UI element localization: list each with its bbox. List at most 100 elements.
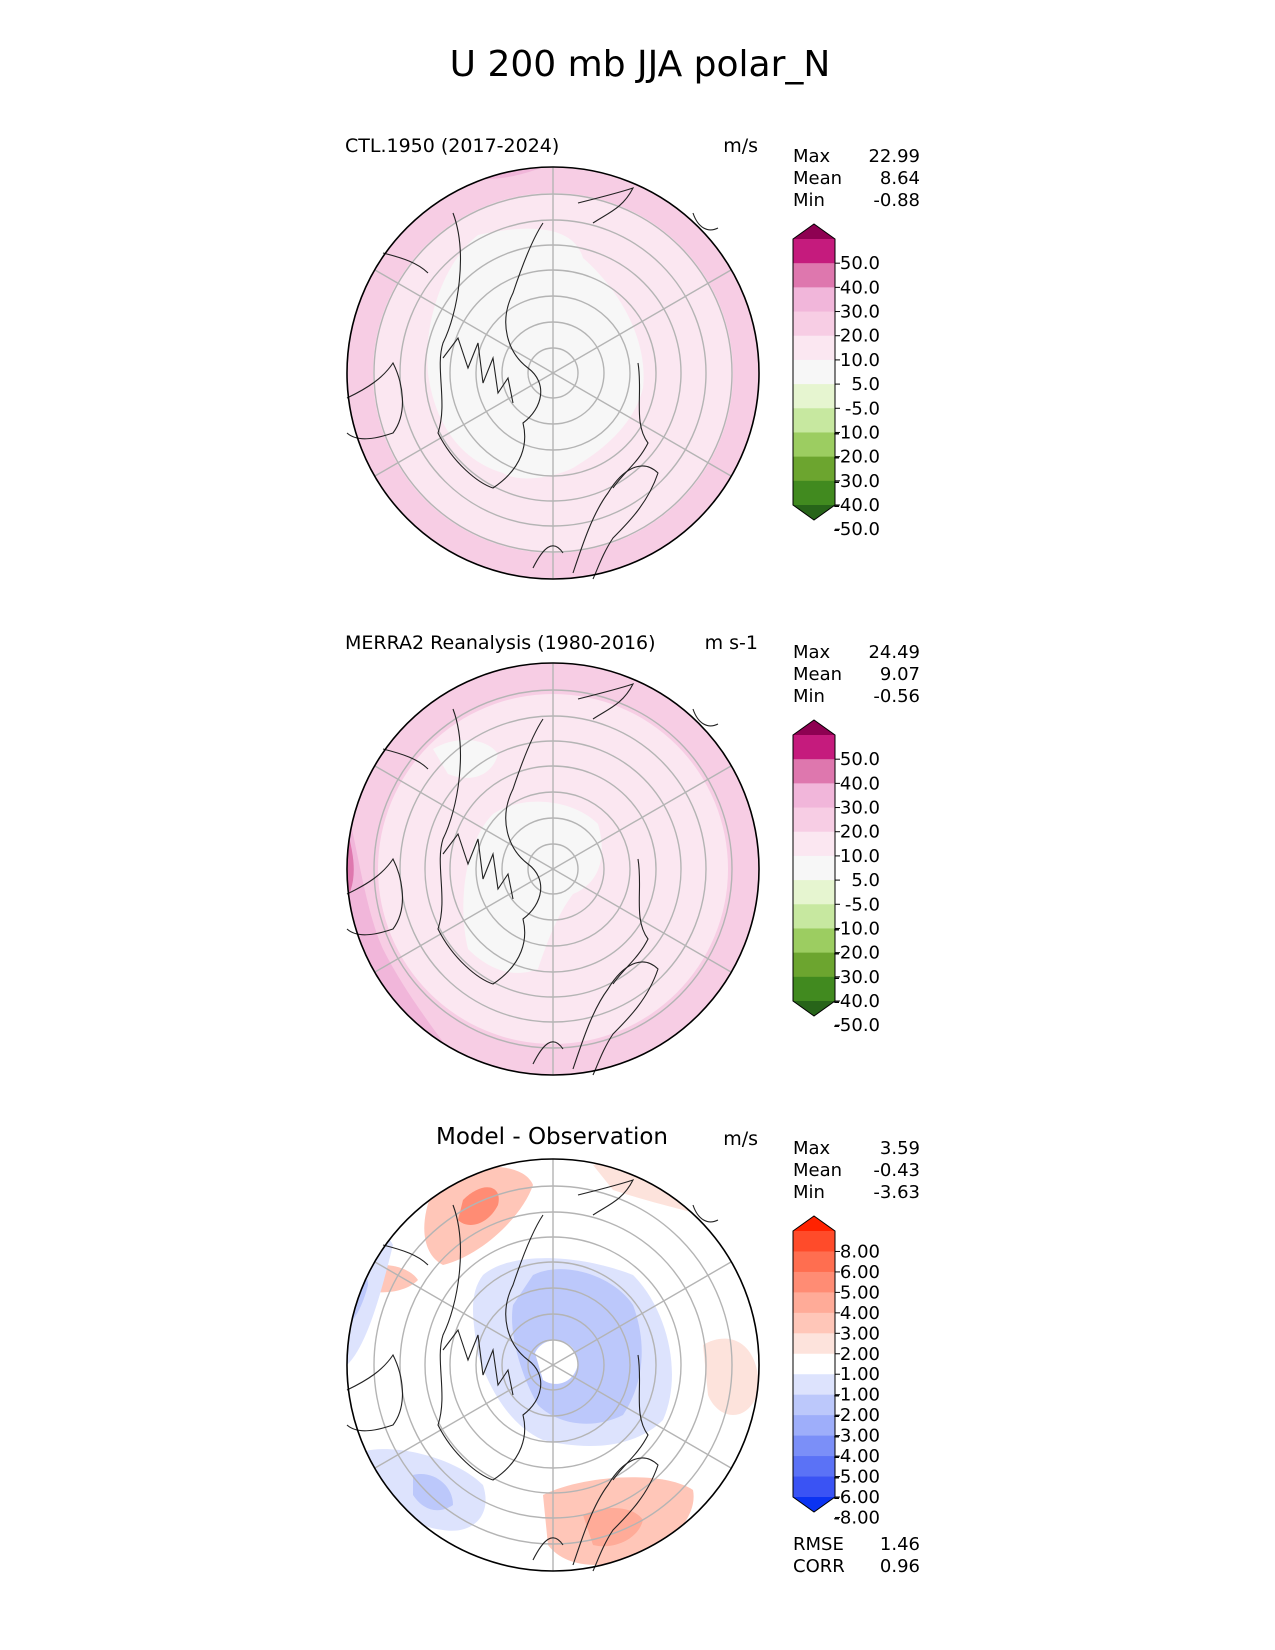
- stat-value: -0.56: [873, 686, 920, 707]
- colorbar-tick-label: -2.00: [833, 1405, 880, 1426]
- colorbar-swatch: [793, 831, 835, 857]
- contour-region: [593, 1162, 703, 1215]
- colorbar-swatch: [793, 1292, 835, 1314]
- panel-units: m/s: [723, 1128, 758, 1150]
- panel-difference: Model - Observation m/s: [346, 1124, 920, 1577]
- colorbar: 8.006.005.004.003.002.001.00-1.00-2.00-3…: [792, 1215, 880, 1528]
- stat-value: 22.99: [868, 146, 920, 167]
- map-border: [346, 1158, 760, 1572]
- colorbar-extend-max: [793, 720, 835, 735]
- colorbar-extend-min: [793, 1001, 835, 1016]
- colorbar-swatch: [793, 928, 835, 954]
- colorbar-tick-label: -4.00: [833, 1446, 880, 1467]
- colorbar-tick-label: -20.0: [833, 447, 880, 468]
- panel-units: m s-1: [705, 632, 758, 654]
- colorbar-tick-label: 20.0: [840, 326, 880, 347]
- colorbar-swatch: [793, 1312, 835, 1334]
- colorbar-swatch: [793, 432, 835, 458]
- contour-region: [583, 1508, 643, 1547]
- stats-box: Max 3.59 Mean -0.43 Min -3.63: [793, 1138, 920, 1203]
- colorbar-tick-label: 3.00: [840, 1323, 880, 1344]
- colorbar-swatch: [793, 408, 835, 433]
- metric-label: RMSE: [793, 1534, 844, 1555]
- colorbar-tick-label: 50.0: [840, 253, 880, 274]
- colorbar-tick-label: -6.00: [833, 1487, 880, 1508]
- stat-label: Min: [793, 190, 825, 211]
- colorbar-swatch: [793, 239, 835, 264]
- colorbar-swatch: [793, 1476, 835, 1498]
- colorbar-tick-label: 30.0: [840, 302, 880, 323]
- colorbar-swatch: [793, 311, 835, 337]
- metric-value: 0.96: [880, 1556, 920, 1577]
- colorbar-tick-label: -1.00: [833, 1385, 880, 1406]
- colorbar-tick-label: 10.0: [840, 846, 880, 867]
- stat-value: -3.63: [873, 1182, 920, 1203]
- colorbar-tick-label: -50.0: [833, 1015, 880, 1036]
- contour-region: [413, 1474, 453, 1511]
- contour-region: [427, 228, 644, 479]
- colorbar-tick-label: 8.00: [840, 1241, 880, 1262]
- colorbar-swatch: [793, 952, 835, 978]
- colorbar-swatch: [793, 1271, 835, 1293]
- map-border: [346, 662, 760, 1076]
- colorbar-swatch: [793, 335, 835, 361]
- colorbar-tick-label: -5.0: [845, 398, 880, 419]
- colorbar-tick-label: 6.00: [840, 1262, 880, 1283]
- polar-map: [346, 1158, 760, 1572]
- colorbar-tick-label: -50.0: [833, 519, 880, 540]
- metrics-box: RMSE 1.46 CORR 0.96: [793, 1534, 920, 1577]
- contour-region: [463, 801, 602, 973]
- colorbar-tick-label: -40.0: [833, 495, 880, 516]
- colorbar-tick-label: 5.0: [851, 374, 880, 395]
- colorbar-swatch: [793, 456, 835, 482]
- colorbar-swatch: [793, 904, 835, 929]
- colorbar-tick-label: -10.0: [833, 918, 880, 939]
- colorbar-swatch: [793, 1231, 835, 1252]
- stat-value: 8.64: [880, 168, 920, 189]
- coastlines: [346, 683, 719, 1076]
- colorbar-tick-label: -5.00: [833, 1467, 880, 1488]
- stat-label: Max: [793, 642, 831, 663]
- colorbar-swatch: [793, 263, 835, 288]
- colorbar-swatch: [793, 735, 835, 760]
- colorbar-extend-max: [793, 224, 835, 239]
- metric-value: 1.46: [880, 1534, 920, 1555]
- colorbar-extend-min: [793, 1497, 835, 1512]
- colorbar-swatch: [793, 480, 835, 506]
- colorbar-tick-label: 30.0: [840, 798, 880, 819]
- colorbar-tick-label: 2.00: [840, 1344, 880, 1365]
- colorbar-tick-label: 40.0: [840, 277, 880, 298]
- contour-region: [433, 739, 498, 778]
- polar-map: [346, 662, 760, 1076]
- contour-region: [458, 1187, 499, 1225]
- metric-label: CORR: [793, 1556, 845, 1577]
- stat-value: -0.43: [873, 1160, 920, 1181]
- colorbar-swatch: [793, 1251, 835, 1273]
- colorbar-swatch: [793, 759, 835, 784]
- stat-value: 3.59: [880, 1138, 920, 1159]
- colorbar-swatch: [793, 1333, 835, 1355]
- colorbar-tick-label: -10.0: [833, 422, 880, 443]
- colorbar-swatch: [793, 359, 835, 385]
- stat-label: Mean: [793, 1160, 842, 1181]
- colorbar-extend-max: [793, 1216, 835, 1231]
- stat-label: Min: [793, 1182, 825, 1203]
- colorbar-tick-label: 4.00: [840, 1303, 880, 1324]
- colorbar-tick-label: -30.0: [833, 471, 880, 492]
- colorbar-swatch: [793, 1394, 835, 1416]
- colorbar-tick-label: -3.00: [833, 1426, 880, 1447]
- panel-observation: MERRA2 Reanalysis (1980-2016) m s-1: [345, 632, 920, 1076]
- colorbar-swatch: [793, 287, 835, 313]
- colorbar-extend-min: [793, 505, 835, 520]
- colorbar-tick-label: 10.0: [840, 350, 880, 371]
- colorbar-tick-label: -5.0: [845, 894, 880, 915]
- colorbar-tick-label: 40.0: [840, 773, 880, 794]
- colorbar-swatch: [793, 1435, 835, 1457]
- contour-region: [347, 1019, 413, 1075]
- panel-units: m/s: [723, 135, 758, 157]
- colorbar-swatch: [793, 1415, 835, 1437]
- coastlines: [346, 1179, 719, 1572]
- stat-label: Max: [793, 146, 831, 167]
- graticule: [373, 663, 733, 1075]
